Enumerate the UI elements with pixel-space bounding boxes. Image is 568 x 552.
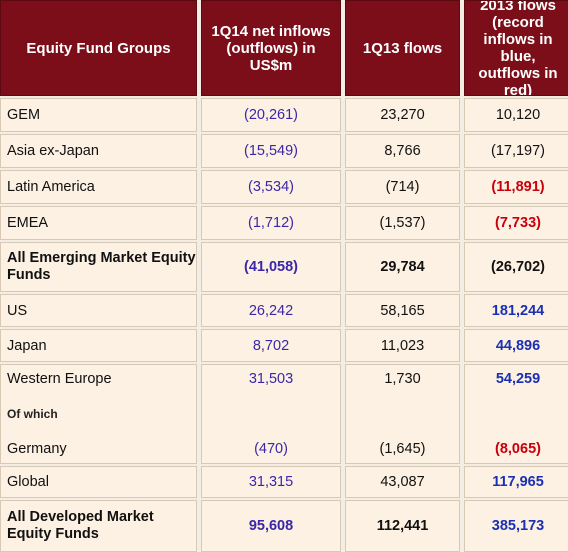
row-label-all-developed: All Developed Market Equity Funds	[0, 500, 197, 552]
gem-1q13: 23,270	[345, 98, 460, 132]
header-1q13-flows: 1Q13 flows	[345, 0, 460, 96]
western-europe-1q13-group: 1,730 (1,645)	[345, 364, 460, 464]
row-label-all-emerging: All Emerging Market Equity Funds	[0, 242, 197, 292]
global-2013: 117,965	[464, 466, 568, 498]
row-label-western-europe: Western Europe	[7, 371, 112, 387]
gem-1q14: (20,261)	[201, 98, 341, 132]
japan-1q14: 8,702	[201, 329, 341, 362]
western-europe-1q13: 1,730	[384, 371, 421, 387]
western-europe-1q14: 31,503	[248, 371, 294, 387]
japan-2013: 44,896	[464, 329, 568, 362]
global-1q14: 31,315	[201, 466, 341, 498]
western-europe-1q14-group: 31,503 (470)	[201, 364, 341, 464]
us-1q13: 58,165	[345, 294, 460, 327]
us-2013: 181,244	[464, 294, 568, 327]
western-europe-2013-group: 54,259 (8,065)	[464, 364, 568, 464]
emea-2013: (7,733)	[464, 206, 568, 240]
asia-1q13: 8,766	[345, 134, 460, 168]
row-label-global: Global	[0, 466, 197, 498]
of-which-label: Of which	[7, 407, 58, 421]
all-emerging-1q14: (41,058)	[201, 242, 341, 292]
western-europe-group-labels: Western Europe Of which Germany	[0, 364, 197, 464]
latam-1q13: (714)	[345, 170, 460, 204]
germany-1q14: (470)	[254, 441, 288, 457]
gem-2013: 10,120	[464, 98, 568, 132]
germany-2013: (8,065)	[495, 441, 541, 457]
asia-2013: (17,197)	[464, 134, 568, 168]
japan-1q13: 11,023	[345, 329, 460, 362]
header-equity-fund-groups: Equity Fund Groups	[0, 0, 197, 96]
all-developed-2013: 385,173	[464, 500, 568, 552]
all-developed-1q14: 95,608	[201, 500, 341, 552]
header-1q14-net-inflows: 1Q14 net inflows (outflows) in US$m	[201, 0, 341, 96]
row-label-emea: EMEA	[0, 206, 197, 240]
asia-1q14: (15,549)	[201, 134, 341, 168]
row-label-japan: Japan	[0, 329, 197, 362]
all-emerging-1q13: 29,784	[345, 242, 460, 292]
row-label-germany: Germany	[7, 441, 67, 457]
latam-1q14: (3,534)	[201, 170, 341, 204]
latam-2013: (11,891)	[464, 170, 568, 204]
header-2013-flows: 2013 flows (record inflows in blue, outf…	[464, 0, 568, 96]
all-emerging-2013: (26,702)	[464, 242, 568, 292]
us-1q14: 26,242	[201, 294, 341, 327]
emea-1q14: (1,712)	[201, 206, 341, 240]
global-1q13: 43,087	[345, 466, 460, 498]
row-label-gem: GEM	[0, 98, 197, 132]
row-label-latin-america: Latin America	[0, 170, 197, 204]
western-europe-2013: 54,259	[495, 371, 541, 387]
emea-1q13: (1,537)	[345, 206, 460, 240]
all-developed-1q13: 112,441	[345, 500, 460, 552]
row-label-asia-ex-japan: Asia ex-Japan	[0, 134, 197, 168]
germany-1q13: (1,645)	[379, 441, 426, 457]
row-label-us: US	[0, 294, 197, 327]
